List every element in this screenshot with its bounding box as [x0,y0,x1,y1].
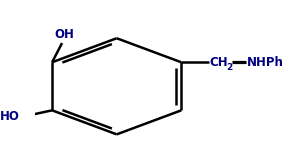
Text: NHPh: NHPh [247,56,284,69]
Text: 2: 2 [226,63,232,72]
Text: CH: CH [210,56,229,69]
Text: HO: HO [0,110,20,123]
Text: OH: OH [55,28,75,41]
